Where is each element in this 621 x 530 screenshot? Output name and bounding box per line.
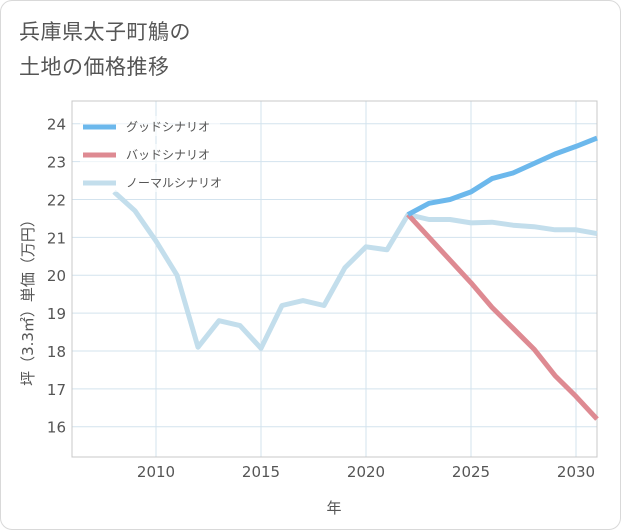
y-tick-label: 22 [47, 191, 66, 209]
x-tick-label: 2030 [557, 463, 595, 481]
series-line-2 [112, 190, 598, 351]
tick-labels: 2010 2015 2020 2025 2030 16 17 18 19 20 21 22 23 24 [47, 116, 595, 481]
y-axis-label: 坪（3.3㎡）単価（万円） [19, 212, 37, 386]
series-layer [112, 135, 599, 421]
y-tick-label: 24 [47, 116, 66, 134]
chart-title-line-2: 土地の価格推移 [19, 55, 170, 79]
y-tick-label: 23 [47, 154, 66, 172]
x-axis-label: 年 [326, 499, 341, 517]
legend-item-background [80, 144, 220, 164]
plot-frame [71, 100, 598, 458]
x-tick-label: 2025 [452, 463, 490, 481]
legend-item-background [80, 116, 220, 136]
legend-label: ノーマルシナリオ [126, 176, 222, 190]
y-tick-label: 20 [47, 267, 66, 285]
y-tick-label: 18 [47, 343, 66, 361]
legend-label: バッドシナリオ [126, 148, 210, 162]
legend-item-2[interactable]: ノーマルシナリオ [80, 172, 222, 192]
legend-item-0[interactable]: グッドシナリオ [80, 116, 220, 136]
chart-title: 兵庫県太子町鵤の 土地の価格推移 [19, 15, 191, 85]
series-line-0 [406, 135, 598, 217]
y-tick-label: 21 [47, 229, 66, 247]
series-line-1 [406, 212, 599, 421]
grid [72, 101, 597, 457]
x-tick-label: 2020 [347, 463, 385, 481]
x-tick-label: 2010 [137, 463, 175, 481]
y-tick-label: 16 [47, 419, 66, 437]
x-tick-label: 2015 [242, 463, 280, 481]
y-tick-label: 17 [47, 381, 66, 399]
legend-item-background [80, 172, 220, 192]
chart-title-line-1: 兵庫県太子町鵤の [19, 20, 191, 44]
legend-label: グッドシナリオ [126, 120, 210, 134]
y-tick-label: 19 [47, 305, 66, 323]
legend-item-1[interactable]: バッドシナリオ [80, 144, 220, 164]
